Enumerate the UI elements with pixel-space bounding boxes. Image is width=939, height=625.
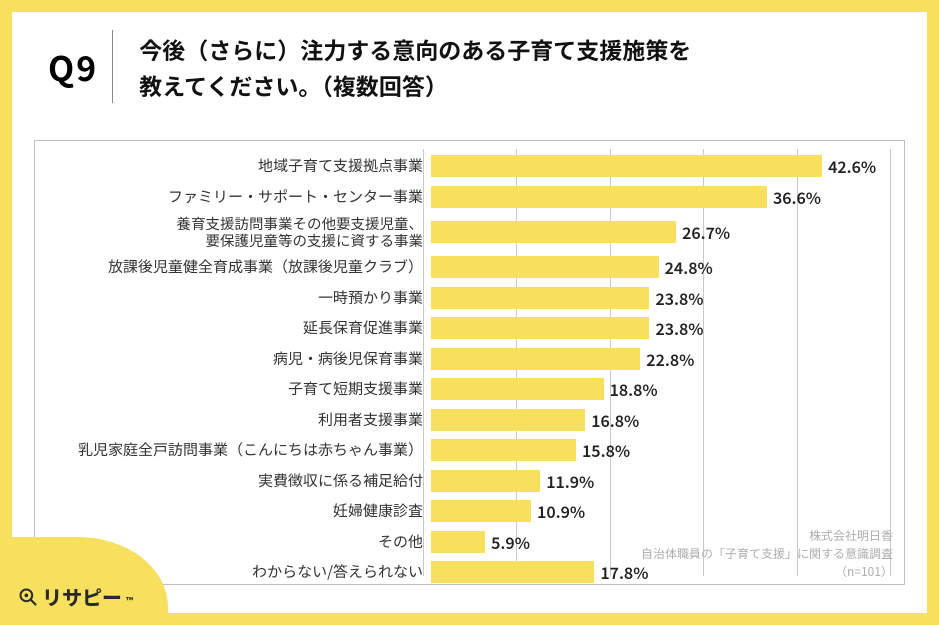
bar-label: 養育支援訪問事業その他要支援児童、 要保護児童等の支援に資する事業	[43, 215, 431, 250]
bar-label: ファミリー・サポート・センター事業	[43, 188, 431, 206]
bar: 36.6%	[431, 186, 767, 208]
bar-zone: 22.8%	[431, 344, 890, 375]
chart-container: 地域子育て支援拠点事業42.6%ファミリー・サポート・センター事業36.6%養育…	[34, 140, 905, 585]
attr-survey: 自治体職員の「子育て支援」に関する意識調査	[641, 545, 893, 563]
bar-row: 病児・病後児保育事業22.8%	[43, 344, 890, 375]
bar-label: 利用者支援事業	[43, 411, 431, 429]
bar-value: 36.6%	[773, 185, 843, 209]
bar: 42.6%	[431, 155, 822, 177]
bar-row: 妊婦健康診査10.9%	[43, 496, 890, 527]
bar-label: 乳児家庭全戸訪問事業（こんにちは赤ちゃん事業）	[43, 441, 431, 459]
bar: 26.7%	[431, 221, 676, 243]
bar: 22.8%	[431, 348, 640, 370]
bar-label: 延長保育促進事業	[43, 319, 431, 337]
bar: 18.8%	[431, 378, 604, 400]
bar-row: 子育て短期支援事業18.8%	[43, 374, 890, 405]
header: Q9 今後（さらに）注力する意向のある子育て支援施策を 教えてください。（複数回…	[12, 12, 927, 113]
bar-zone: 18.8%	[431, 374, 890, 405]
bar-zone: 42.6%	[431, 151, 890, 182]
bar-zone: 16.8%	[431, 405, 890, 436]
bar-label: 一時預かり事業	[43, 289, 431, 307]
bar-row: 一時預かり事業23.8%	[43, 283, 890, 314]
bar-value: 11.9%	[546, 469, 616, 493]
bar-value: 42.6%	[828, 154, 898, 178]
bar: 11.9%	[431, 470, 540, 492]
bar-value: 23.8%	[655, 286, 725, 310]
bar-zone: 23.8%	[431, 313, 890, 344]
bar-row: 乳児家庭全戸訪問事業（こんにちは赤ちゃん事業）15.8%	[43, 435, 890, 466]
magnifier-icon	[18, 587, 38, 607]
bar: 23.8%	[431, 287, 649, 309]
bar-value: 15.8%	[582, 438, 652, 462]
bar-value: 5.9%	[491, 530, 561, 554]
bar-value: 10.9%	[537, 499, 607, 523]
bar-row: 実費徴収に係る補足給付11.9%	[43, 466, 890, 497]
logo-text: リサピー	[42, 582, 122, 611]
bar-row: 地域子育て支援拠点事業42.6%	[43, 151, 890, 182]
bar-value: 18.8%	[610, 377, 680, 401]
bar-row: 利用者支援事業16.8%	[43, 405, 890, 436]
bar: 23.8%	[431, 317, 649, 339]
attribution: 株式会社明日香 自治体職員の「子育て支援」に関する意識調査 （n=101）	[641, 527, 893, 581]
bar-label: 実費徴収に係る補足給付	[43, 472, 431, 490]
bar-value: 23.8%	[655, 316, 725, 340]
gridline	[890, 149, 891, 576]
bar-value: 16.8%	[591, 408, 661, 432]
logo-tm: ™	[126, 594, 133, 607]
bar: 10.9%	[431, 500, 531, 522]
bar-zone: 36.6%	[431, 182, 890, 213]
bar-zone: 11.9%	[431, 466, 890, 497]
bar-zone: 23.8%	[431, 283, 890, 314]
bar: 15.8%	[431, 439, 576, 461]
bar-value: 22.8%	[646, 347, 716, 371]
bar: 17.8%	[431, 561, 594, 583]
question-number: Q9	[48, 42, 98, 91]
bar: 5.9%	[431, 531, 485, 553]
bar: 24.8%	[431, 256, 659, 278]
bar-row: 養育支援訪問事業その他要支援児童、 要保護児童等の支援に資する事業26.7%	[43, 212, 890, 252]
question-title: 今後（さらに）注力する意向のある子育て支援施策を 教えてください。（複数回答）	[139, 30, 691, 103]
bar-zone: 10.9%	[431, 496, 890, 527]
bar-row: 延長保育促進事業23.8%	[43, 313, 890, 344]
page-frame: Q9 今後（さらに）注力する意向のある子育て支援施策を 教えてください。（複数回…	[0, 0, 939, 625]
bar-zone: 15.8%	[431, 435, 890, 466]
bar: 16.8%	[431, 409, 585, 431]
bar-label: 放課後児童健全育成事業（放課後児童クラブ）	[43, 258, 431, 276]
bar-label: 妊婦健康診査	[43, 502, 431, 520]
bar-zone: 24.8%	[431, 252, 890, 283]
bar-label: 子育て短期支援事業	[43, 380, 431, 398]
logo: リサピー ™	[18, 582, 133, 611]
logo-corner: リサピー ™	[10, 567, 140, 615]
chart-rows: 地域子育て支援拠点事業42.6%ファミリー・サポート・センター事業36.6%養育…	[43, 151, 890, 585]
attr-n: （n=101）	[641, 563, 893, 581]
bar-row: ファミリー・サポート・センター事業36.6%	[43, 182, 890, 213]
bar-zone: 26.7%	[431, 212, 890, 252]
bar-row: 放課後児童健全育成事業（放課後児童クラブ）24.8%	[43, 252, 890, 283]
attr-company: 株式会社明日香	[641, 527, 893, 545]
bar-label: 病児・病後児保育事業	[43, 350, 431, 368]
bar-value: 24.8%	[665, 255, 735, 279]
question-number-box: Q9	[42, 30, 113, 103]
bar-value: 26.7%	[682, 220, 752, 244]
bar-label: 地域子育て支援拠点事業	[43, 157, 431, 175]
